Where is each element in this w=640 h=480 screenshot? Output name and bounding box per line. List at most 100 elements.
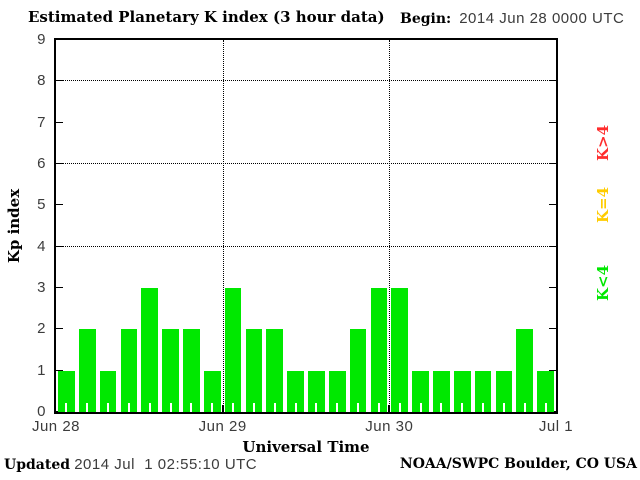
plot-area: 0 1 2 3 4 5 6 7 8 9 Jun 28 Jun 29 Jun 30 Jul 1 [32,31,573,435]
kp-bar [203,370,221,412]
y-tick-mark-left [56,245,63,247]
kp-bar [120,329,138,412]
bar-tick-notch [211,403,214,412]
y-tick-label: 0 [37,403,46,420]
updated-value: 2014 Jul 1 02:55:10 UTC [74,456,258,473]
y-tick-mark-left [56,39,63,40]
day-boundary-line [222,40,224,412]
y-tick-label: 6 [37,155,46,172]
bar-tick-notch [127,403,130,412]
y-tick-mark-right [549,245,556,247]
y-tick-mark-right [549,287,556,288]
kp-bar [266,329,284,412]
gridline-kp-4 [56,245,556,247]
credit: NOAA/SWPC Boulder, CO USA [399,456,637,472]
y-tick-label: 4 [37,237,46,255]
bar-tick-notch [273,403,276,412]
bar-tick-notch [232,403,235,412]
y-tick-mark-right [549,39,556,40]
kp-bar [287,370,304,412]
y-tick-mark-left [56,121,63,123]
kp-bar [370,288,388,412]
bar-tick-notch [107,403,110,412]
updated-line: Updated 2014 Jul 1 02:55:10 UTC [4,456,257,473]
kp-bar [516,329,534,412]
kp-bar [328,370,346,412]
bar-tick-notch [190,403,193,412]
y-tick-label: 2 [37,320,46,338]
y-tick-label: 1 [37,361,46,379]
x-axis-title: Universal Time [242,438,370,456]
kp-bar [453,370,471,412]
legend-item-k_gt_4: K>4 [594,124,612,162]
y-tick-mark-left [56,369,63,371]
y-tick-label: 3 [37,279,46,296]
kp-bar [474,370,492,412]
x-major-tick [388,405,391,412]
y-tick-label: 5 [37,196,46,214]
kp-bar [391,288,409,412]
y-tick-label: 9 [37,31,46,48]
kp-bar [495,370,513,412]
bar-tick-notch [502,403,505,412]
y-tick-mark-right [549,163,556,164]
y-tick-mark-left [56,328,63,330]
kp-bar [99,370,117,412]
kp-bar [58,370,75,412]
y-tick-mark-right [549,121,556,123]
kp-bar [183,329,200,412]
y-tick-label: 8 [37,72,46,90]
day-boundary-line [389,40,391,412]
bar-tick-notch [544,403,547,412]
bar-tick-notch [336,403,339,412]
legend-item-k_eq_4: K=4 [594,186,612,224]
x-tick-label: Jun 30 [365,418,414,435]
y-tick-mark-right [549,328,556,330]
bar-tick-notch [523,403,526,412]
chart-title: Estimated Planetary K index (3 hour data… [28,8,385,26]
bar-tick-notch [252,403,255,412]
begin-group: Begin: 2014 Jun 28 0000 UTC [400,10,624,27]
x-tick-label: Jul 1 [538,418,574,435]
x-tick-label: Jun 29 [198,418,247,435]
kp-bar [412,370,429,412]
bar-tick-notch [377,403,380,412]
bar-tick-notch [315,403,318,412]
bar-tick-notch [461,403,464,412]
y-axis-title: Kp index [5,188,23,264]
bar-tick-notch [398,403,401,412]
x-tick-label: Jun 28 [31,418,81,435]
kp-bar [349,329,367,412]
bar-tick-notch [65,403,68,412]
bar-tick-notch [357,403,360,412]
y-tick-mark-right [549,204,556,206]
kp-bar [433,370,450,412]
bar-tick-notch [419,403,422,412]
y-tick-mark-left [56,80,63,82]
y-tick-mark-left [56,287,63,288]
y-tick-mark-left [56,204,63,206]
y-tick-mark-right [549,369,556,371]
bar-tick-notch [440,403,443,412]
kp-bar [537,370,554,412]
bar-tick-notch [294,403,297,412]
bar-tick-notch [482,403,485,412]
kp-bar [78,329,96,412]
kp-bar [224,288,242,412]
begin-label: Begin: [400,11,452,27]
kp-bar [141,288,159,412]
y-tick-mark-right [549,80,556,82]
begin-value: 2014 Jun 28 0000 UTC [459,10,625,27]
bar-tick-notch [169,403,172,412]
y-tick-label: 7 [37,113,46,131]
gridline-kp-6 [56,163,556,164]
y-tick-mark-left [56,163,63,164]
kp-bar [245,329,263,412]
bar-tick-notch [86,403,89,412]
updated-label: Updated [4,457,71,473]
kp-bar [308,370,325,412]
bar-tick-notch [148,403,151,412]
gridline-kp-8 [56,80,556,82]
legend-item-k_lt_4: K<4 [594,264,612,302]
